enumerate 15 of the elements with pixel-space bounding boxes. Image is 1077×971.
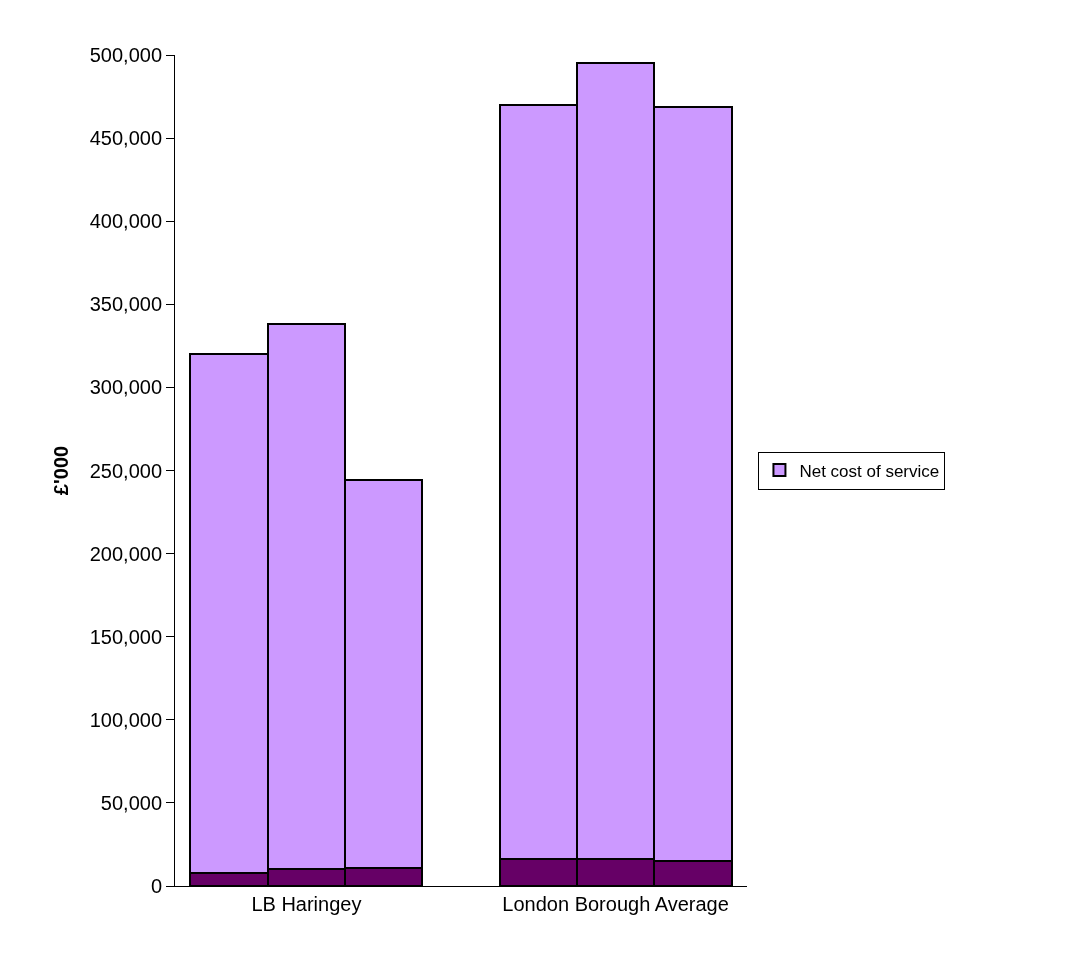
y-axis-title: £'000 bbox=[50, 445, 73, 496]
y-tick-label: 350,000 bbox=[89, 293, 162, 316]
y-tick-label: 400,000 bbox=[89, 210, 162, 233]
y-tick-label: 0 bbox=[150, 875, 162, 897]
y-tick-label: 150,000 bbox=[89, 625, 162, 648]
x-tick-label: LB Haringey bbox=[251, 893, 362, 915]
legend-label: Net cost of service bbox=[799, 461, 940, 481]
y-tick-label: 300,000 bbox=[89, 376, 162, 399]
y-tick-label: 200,000 bbox=[89, 542, 162, 565]
y-tick-label: 100,000 bbox=[89, 708, 162, 731]
x-tick-label: London Borough Average bbox=[502, 893, 729, 915]
y-tick-label: 50,000 bbox=[100, 791, 162, 814]
y-tick-label: 500,000 bbox=[89, 44, 162, 66]
y-tick-label: 450,000 bbox=[89, 127, 162, 150]
y-tick-label: 250,000 bbox=[89, 459, 162, 482]
